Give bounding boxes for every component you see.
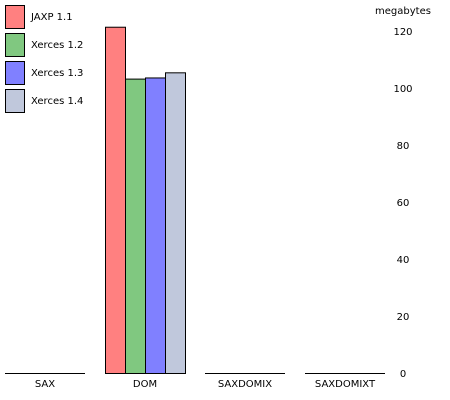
- y-tick-label-100: 100: [393, 84, 412, 95]
- y-tick-label-60: 60: [397, 198, 410, 209]
- legend: JAXP 1.1 Xerces 1.2 Xerces 1.3 Xerces 1.4: [5, 5, 83, 113]
- y-tick-label-40: 40: [397, 255, 410, 266]
- legend-item-4: Xerces 1.4: [5, 89, 83, 113]
- bar-dom-2: [125, 78, 146, 374]
- bar-dom-4: [165, 72, 186, 374]
- legend-swatch: [5, 61, 25, 85]
- legend-label: Xerces 1.4: [31, 96, 83, 107]
- category-labels: SAX DOM SAXDOMIX SAXDOMIXT: [35, 379, 376, 390]
- category-label-saxdomixt: SAXDOMIXT: [315, 379, 376, 390]
- legend-swatch: [5, 5, 25, 29]
- legend-swatch: [5, 89, 25, 113]
- legend-item-3: Xerces 1.3: [5, 61, 83, 85]
- y-axis-label: megabytes: [375, 6, 431, 17]
- y-tick-label-0: 0: [400, 369, 406, 380]
- bars-layer: [105, 26, 186, 375]
- y-tick-label-120: 120: [393, 27, 412, 38]
- legend-label: JAXP 1.1: [30, 12, 73, 23]
- legend-item-1: JAXP 1.1: [5, 5, 73, 29]
- category-label-saxdomix: SAXDOMIX: [218, 379, 272, 390]
- legend-item-2: Xerces 1.2: [5, 33, 83, 57]
- legend-label: Xerces 1.2: [31, 40, 83, 51]
- legend-swatch: [5, 33, 25, 57]
- category-label-sax: SAX: [35, 379, 55, 390]
- y-tick-label-20: 20: [397, 312, 410, 323]
- legend-label: Xerces 1.3: [31, 68, 83, 79]
- category-label-dom: DOM: [133, 379, 157, 390]
- y-axis: megabytes 0 20 40 60 80 100 120: [375, 6, 431, 380]
- bar-dom-3: [145, 77, 166, 375]
- bar-dom-1: [105, 26, 126, 374]
- y-tick-label-80: 80: [397, 141, 410, 152]
